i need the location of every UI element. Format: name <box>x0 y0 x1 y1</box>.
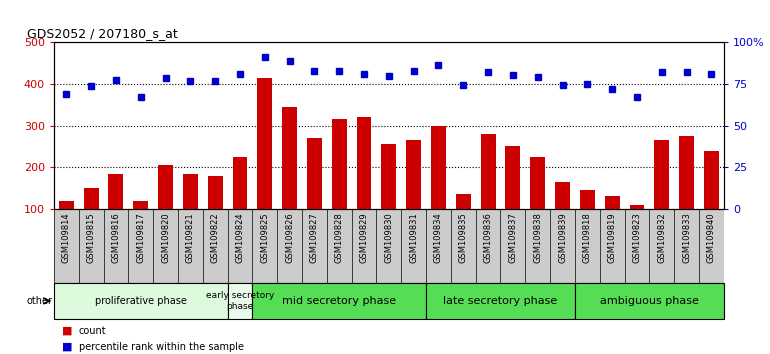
Text: GSM109834: GSM109834 <box>434 212 443 263</box>
Text: GSM109830: GSM109830 <box>384 212 393 263</box>
Text: proliferative phase: proliferative phase <box>95 296 186 306</box>
Bar <box>208 176 223 209</box>
Bar <box>630 205 644 209</box>
Bar <box>183 173 198 209</box>
Bar <box>575 283 724 319</box>
Bar <box>59 200 74 209</box>
Text: other: other <box>27 296 52 306</box>
Bar <box>654 140 669 209</box>
Text: GSM109816: GSM109816 <box>112 212 120 263</box>
Bar <box>84 188 99 209</box>
Bar <box>531 157 545 209</box>
Bar <box>505 147 521 209</box>
Bar <box>426 283 575 319</box>
Bar <box>233 157 247 209</box>
Bar <box>407 140 421 209</box>
Bar <box>307 138 322 209</box>
Text: GSM109831: GSM109831 <box>409 212 418 263</box>
Text: mid secretory phase: mid secretory phase <box>282 296 397 306</box>
Bar <box>704 151 719 209</box>
Text: GSM109828: GSM109828 <box>335 212 343 263</box>
Text: ■: ■ <box>62 326 72 336</box>
Text: GSM109814: GSM109814 <box>62 212 71 263</box>
Text: early secretory
phase: early secretory phase <box>206 291 274 310</box>
Text: GSM109836: GSM109836 <box>484 212 493 263</box>
Text: GSM109821: GSM109821 <box>186 212 195 263</box>
Bar <box>431 126 446 209</box>
Bar <box>158 165 173 209</box>
Text: GDS2052 / 207180_s_at: GDS2052 / 207180_s_at <box>27 27 178 40</box>
Text: GSM109835: GSM109835 <box>459 212 468 263</box>
Bar <box>357 117 371 209</box>
Bar <box>54 283 228 319</box>
Bar <box>109 173 123 209</box>
Text: GSM109839: GSM109839 <box>558 212 567 263</box>
Text: late secretory phase: late secretory phase <box>444 296 557 306</box>
Text: GSM109823: GSM109823 <box>632 212 641 263</box>
Bar <box>282 107 297 209</box>
Bar <box>133 200 148 209</box>
Bar <box>257 78 273 209</box>
Text: GSM109819: GSM109819 <box>608 212 617 263</box>
Text: GSM109833: GSM109833 <box>682 212 691 263</box>
Text: GSM109827: GSM109827 <box>310 212 319 263</box>
Bar <box>480 134 496 209</box>
Text: GSM109818: GSM109818 <box>583 212 592 263</box>
Text: GSM109820: GSM109820 <box>161 212 170 263</box>
Bar <box>381 144 397 209</box>
Text: GSM109815: GSM109815 <box>86 212 95 263</box>
Text: count: count <box>79 326 106 336</box>
Text: GSM109837: GSM109837 <box>508 212 517 263</box>
Text: GSM109832: GSM109832 <box>658 212 666 263</box>
Text: percentile rank within the sample: percentile rank within the sample <box>79 342 243 352</box>
Bar <box>253 283 426 319</box>
Text: GSM109825: GSM109825 <box>260 212 269 263</box>
Text: ■: ■ <box>62 342 72 352</box>
Bar <box>456 194 470 209</box>
Bar <box>580 190 594 209</box>
Bar <box>228 283 253 319</box>
Bar <box>604 196 620 209</box>
Text: GSM109838: GSM109838 <box>533 212 542 263</box>
Bar <box>679 136 694 209</box>
Text: GSM109840: GSM109840 <box>707 212 716 263</box>
Bar <box>332 119 346 209</box>
Text: GSM109817: GSM109817 <box>136 212 146 263</box>
Text: GSM109829: GSM109829 <box>360 212 369 263</box>
Text: GSM109822: GSM109822 <box>211 212 219 263</box>
Text: GSM109826: GSM109826 <box>285 212 294 263</box>
Text: GSM109824: GSM109824 <box>236 212 245 263</box>
Text: ambiguous phase: ambiguous phase <box>600 296 699 306</box>
Bar <box>555 182 570 209</box>
